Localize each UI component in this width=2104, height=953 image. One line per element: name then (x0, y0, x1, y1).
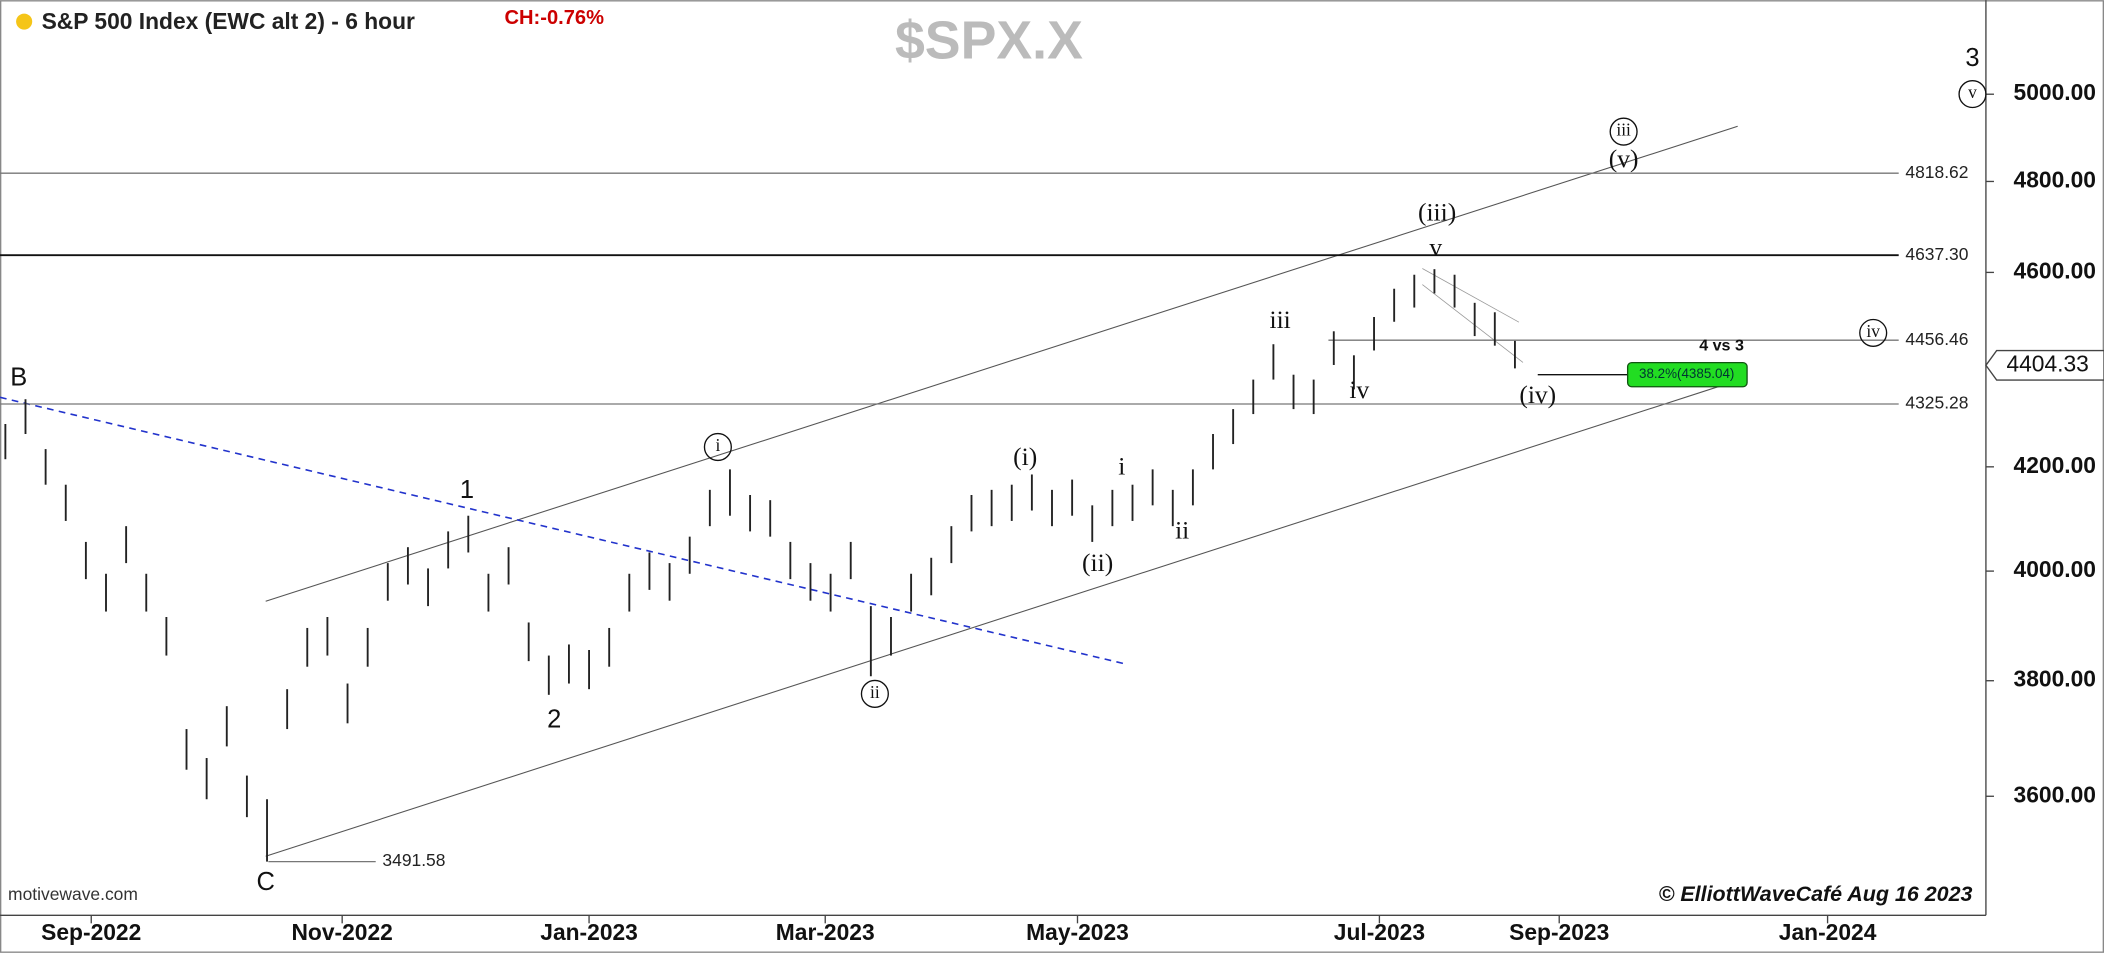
y-tick-label: 4200.00 (2014, 452, 2096, 478)
wave-label: 1 (460, 476, 474, 504)
level-label: 4456.46 (1905, 329, 1968, 349)
x-tick-label: Jan-2023 (540, 919, 638, 945)
fib-label: 38.2%(4385.04) (1639, 366, 1734, 381)
wave-circle (860, 679, 889, 708)
wave-label: v (1429, 233, 1442, 262)
y-tick-label: 4000.00 (2014, 556, 2096, 582)
x-tick-label: Sep-2023 (1509, 919, 1609, 945)
source: motivewave.com (8, 884, 138, 904)
wave-label: i (1118, 451, 1125, 480)
y-tick-label: 4600.00 (2014, 257, 2096, 283)
wave-label: (iv) (1519, 380, 1556, 409)
watermark: $SPX.X (895, 11, 1083, 71)
wave-circle (1609, 117, 1638, 146)
wave-circle (1958, 79, 1987, 109)
wave-label: ii (1175, 516, 1189, 545)
wave-label: (v) (1609, 144, 1639, 173)
last-price: 4404.33 (2006, 350, 2088, 376)
x-tick-label: Mar-2023 (776, 919, 875, 945)
wave-label: i (715, 435, 720, 455)
wave-label: (ii) (1082, 548, 1113, 577)
wedge-line (1422, 268, 1520, 323)
wedge-line (1422, 284, 1524, 363)
channel-upper (265, 125, 1738, 602)
x-tick-label: Jan-2024 (1779, 919, 1877, 945)
wave-label: (i) (1013, 442, 1037, 471)
level-label: 4325.28 (1905, 393, 1968, 413)
chart-title: S&P 500 Index (EWC alt 2) - 6 hour (42, 8, 415, 34)
level-label: 3491.58 (382, 850, 445, 870)
wave-label: B (10, 363, 27, 391)
wave-circle (703, 432, 732, 462)
wave-label: 2 (547, 705, 561, 733)
fib-box (1626, 361, 1748, 388)
wave-label: C (256, 868, 274, 896)
copyright: © ElliottWaveCafé Aug 16 2023 (1659, 882, 1973, 906)
wave-label: iii (1616, 120, 1631, 140)
wave-label: iv (1349, 375, 1369, 404)
y-tick-label: 4800.00 (2014, 166, 2096, 192)
wave-label: v (1968, 82, 1977, 102)
wave-label: 3 (1965, 44, 1979, 72)
x-tick-label: Nov-2022 (291, 919, 392, 945)
x-tick-label: May-2023 (1026, 919, 1129, 945)
wave-circle (1859, 318, 1888, 348)
channel-lower (265, 382, 1732, 857)
x-tick-label: Jul-2023 (1334, 919, 1425, 945)
y-tick-label: 5000.00 (2014, 79, 2096, 105)
level-label: 4637.30 (1905, 244, 1968, 264)
status-dot (16, 13, 33, 30)
wave-label: 4 vs 3 (1699, 337, 1744, 355)
level-label: 4818.62 (1905, 162, 1968, 182)
wave-label: ii (870, 682, 880, 702)
wave-label: iv (1866, 321, 1880, 341)
x-tick-label: Sep-2022 (41, 919, 141, 945)
y-tick-label: 3800.00 (2014, 666, 2096, 692)
last-price-box (1985, 349, 2104, 381)
change: CH:-0.76% (505, 7, 605, 29)
wave-label: iii (1269, 305, 1290, 334)
wave-label: (iii) (1418, 198, 1456, 227)
y-tick-label: 3600.00 (2014, 781, 2096, 807)
